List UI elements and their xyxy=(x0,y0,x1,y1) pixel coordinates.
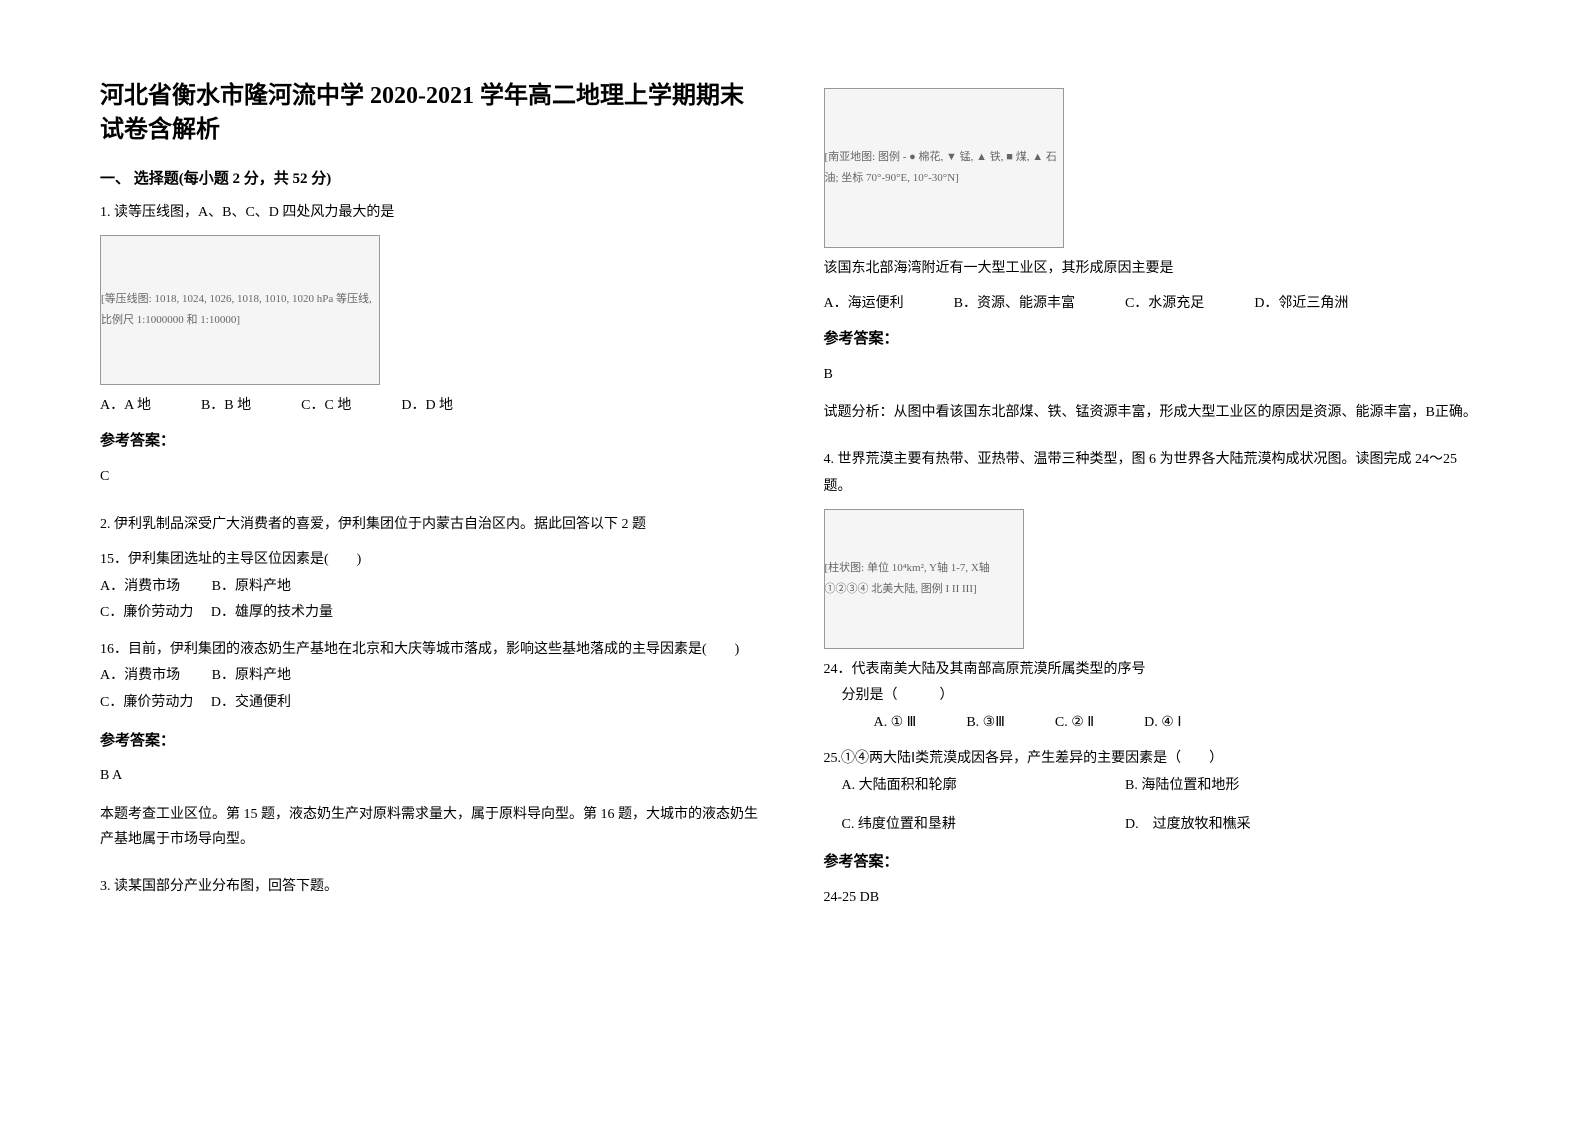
q4-answer-label: 参考答案： xyxy=(824,848,1488,877)
section-header: 一、 选择题(每小题 2 分，共 52 分) xyxy=(100,167,764,188)
q3-opt-b: B．资源、能源丰富 xyxy=(954,291,1075,318)
q24-opt-c: C. ② Ⅱ xyxy=(1055,710,1094,737)
q24-sub: 分别是（ ） xyxy=(842,683,1488,710)
question-3-body: [南亚地图: 图例 - ● 棉花, ▼ 锰, ▲ 铁, ■ 煤, ▲ 石油; 坐… xyxy=(824,80,1488,437)
question-2: 2. 伊利乳制品深受广大消费者的喜爱，伊利集团位于内蒙古自治区内。据此回答以下 … xyxy=(100,512,764,864)
q2-intro: 2. 伊利乳制品深受广大消费者的喜爱，伊利集团位于内蒙古自治区内。据此回答以下 … xyxy=(100,512,764,539)
q3-answer-label: 参考答案： xyxy=(824,325,1488,354)
q25-opt-d: D. 过度放牧和樵采 xyxy=(1125,817,1251,832)
q24-opt-b: B. ③Ⅲ xyxy=(966,710,1005,737)
q1-opt-c: C．C 地 xyxy=(301,393,351,420)
q24-options: A. ① Ⅲ B. ③Ⅲ C. ② Ⅱ D. ④ Ⅰ xyxy=(874,710,1488,737)
q3-answer: B xyxy=(824,362,1488,389)
q4-sub24: 24．代表南美大陆及其南部高原荒漠所属类型的序号 分别是（ ） A. ① Ⅲ B… xyxy=(824,657,1488,737)
q16-opt-b: B．原料产地 xyxy=(212,668,291,683)
q2-answer-label: 参考答案： xyxy=(100,727,764,756)
q2-sub15: 15．伊利集团选址的主导区位因素是( ) A．消费市场 B．原料产地 C．廉价劳… xyxy=(100,547,764,627)
q1-answer-label: 参考答案： xyxy=(100,427,764,456)
left-column: 河北省衡水市隆河流中学 2020-2021 学年高二地理上学期期末试卷含解析 一… xyxy=(100,80,764,1042)
q4-intro: 4. 世界荒漠主要有热带、亚热带、温带三种类型，图 6 为世界各大陆荒漠构成状况… xyxy=(824,447,1488,500)
q3-opt-d: D．邻近三角洲 xyxy=(1254,291,1348,318)
q15-row2: C．廉价劳动力 D．雄厚的技术力量 xyxy=(100,600,764,627)
question-3-intro: 3. 读某国部分产业分布图，回答下题。 xyxy=(100,874,764,909)
q25-opt-a: A. 大陆面积和轮廓 xyxy=(842,773,1122,800)
q3-subtext: 该国东北部海湾附近有一大型工业区，其形成原因主要是 xyxy=(824,256,1488,283)
q16-opt-a: A．消费市场 xyxy=(100,668,180,683)
q24-opt-a: A. ① Ⅲ xyxy=(874,710,917,737)
desert-chart-image: [柱状图: 单位 10⁴km², Y轴 1-7, X轴 ①②③④ 北美大陆, 图… xyxy=(824,509,1024,649)
q15-row1: A．消费市场 B．原料产地 xyxy=(100,574,764,601)
q3-text: 3. 读某国部分产业分布图，回答下题。 xyxy=(100,874,764,901)
document-title: 河北省衡水市隆河流中学 2020-2021 学年高二地理上学期期末试卷含解析 xyxy=(100,80,764,147)
q3-opt-c: C．水源充足 xyxy=(1125,291,1204,318)
q3-options: A．海运便利 B．资源、能源丰富 C．水源充足 D．邻近三角洲 xyxy=(824,291,1488,318)
q15-opt-c: C．廉价劳动力 xyxy=(100,605,193,620)
q15-text: 15．伊利集团选址的主导区位因素是( ) xyxy=(100,547,764,574)
q25-opt-c: C. 纬度位置和垦耕 xyxy=(842,812,1122,839)
q4-sub25: 25.①④两大陆Ⅰ类荒漠成因各异，产生差异的主要因素是（ ） A. 大陆面积和轮… xyxy=(824,746,1488,838)
q25-row1: A. 大陆面积和轮廓 B. 海陆位置和地形 xyxy=(842,773,1488,800)
q4-answer: 24-25 DB xyxy=(824,885,1488,912)
q16-row2: C．廉价劳动力 D．交通便利 xyxy=(100,690,764,717)
india-map-image: [南亚地图: 图例 - ● 棉花, ▼ 锰, ▲ 铁, ■ 煤, ▲ 石油; 坐… xyxy=(824,88,1064,248)
q16-opt-d: D．交通便利 xyxy=(211,695,291,710)
q16-text: 16．目前，伊利集团的液态奶生产基地在北京和大庆等城市落成，影响这些基地落成的主… xyxy=(100,637,764,664)
q15-opt-a: A．消费市场 xyxy=(100,579,180,594)
q3-opt-a: A．海运便利 xyxy=(824,291,904,318)
q3-explanation: 试题分析：从图中看该国东北部煤、铁、锰资源丰富，形成大型工业区的原因是资源、能源… xyxy=(824,400,1488,425)
q2-explanation: 本题考查工业区位。第 15 题，液态奶生产对原料需求量大，属于原料导向型。第 1… xyxy=(100,802,764,852)
q15-opt-b: B．原料产地 xyxy=(212,579,291,594)
q1-opt-b: B．B 地 xyxy=(201,393,251,420)
q15-opt-d: D．雄厚的技术力量 xyxy=(211,605,333,620)
q25-opt-b: B. 海陆位置和地形 xyxy=(1125,778,1239,793)
q25-row2: C. 纬度位置和垦耕 D. 过度放牧和樵采 xyxy=(842,812,1488,839)
q2-answer: B A xyxy=(100,763,764,790)
right-column: [南亚地图: 图例 - ● 棉花, ▼ 锰, ▲ 铁, ■ 煤, ▲ 石油; 坐… xyxy=(824,80,1488,1042)
q24-text: 24．代表南美大陆及其南部高原荒漠所属类型的序号 xyxy=(824,657,1488,684)
q1-opt-a: A．A 地 xyxy=(100,393,151,420)
q24-opt-d: D. ④ Ⅰ xyxy=(1144,710,1181,737)
q25-text: 25.①④两大陆Ⅰ类荒漠成因各异，产生差异的主要因素是（ ） xyxy=(824,746,1488,773)
q1-answer: C xyxy=(100,464,764,491)
q16-row1: A．消费市场 B．原料产地 xyxy=(100,663,764,690)
isobar-image: [等压线图: 1018, 1024, 1026, 1018, 1010, 102… xyxy=(100,235,380,385)
q16-opt-c: C．廉价劳动力 xyxy=(100,695,193,710)
q1-options: A．A 地 B．B 地 C．C 地 D．D 地 xyxy=(100,393,764,420)
q1-opt-d: D．D 地 xyxy=(401,393,453,420)
question-4: 4. 世界荒漠主要有热带、亚热带、温带三种类型，图 6 为世界各大陆荒漠构成状况… xyxy=(824,447,1488,923)
q2-sub16: 16．目前，伊利集团的液态奶生产基地在北京和大庆等城市落成，影响这些基地落成的主… xyxy=(100,637,764,717)
question-1: 1. 读等压线图，A、B、C、D 四处风力最大的是 [等压线图: 1018, 1… xyxy=(100,200,764,502)
q1-text: 1. 读等压线图，A、B、C、D 四处风力最大的是 xyxy=(100,200,764,227)
